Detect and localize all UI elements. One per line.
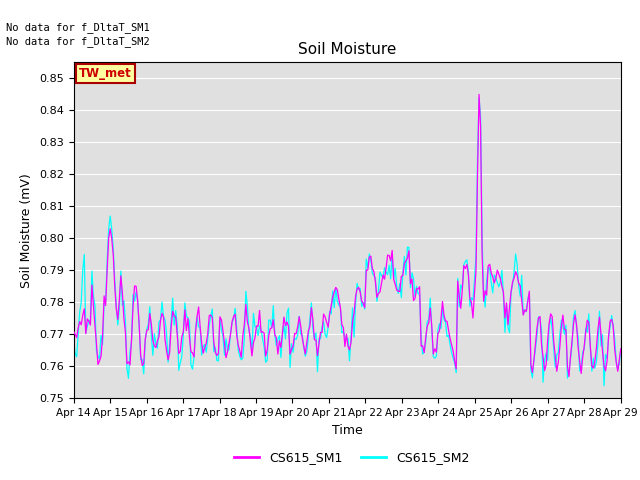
- Line: CS615_SM1: CS615_SM1: [74, 95, 621, 376]
- CS615_SM2: [260, 344, 268, 349]
- Text: TW_met: TW_met: [79, 67, 132, 81]
- CS615_SM1: [589, 365, 597, 371]
- Title: Soil Moisture: Soil Moisture: [298, 42, 396, 57]
- CS615_SM2: [588, 368, 596, 374]
- CS615_SM1: [617, 346, 625, 352]
- Text: No data for f_DltaT_SM1: No data for f_DltaT_SM1: [6, 22, 150, 33]
- CS615_SM2: [70, 338, 77, 344]
- CS615_SM1: [260, 330, 268, 336]
- CS615_SM1: [233, 332, 241, 338]
- CS615_SM1: [137, 352, 145, 358]
- CS615_SM2: [137, 357, 145, 362]
- CS615_SM2: [617, 347, 625, 352]
- CS615_SM1: [70, 328, 77, 334]
- X-axis label: Time: Time: [332, 424, 363, 437]
- CS615_SM2: [600, 383, 608, 389]
- Line: CS615_SM2: CS615_SM2: [74, 97, 621, 386]
- CS615_SM1: [476, 92, 483, 97]
- CS615_SM2: [476, 95, 483, 100]
- Y-axis label: Soil Moisture (mV): Soil Moisture (mV): [20, 173, 33, 288]
- Legend: CS615_SM1, CS615_SM2: CS615_SM1, CS615_SM2: [229, 446, 475, 469]
- CS615_SM1: [309, 317, 317, 323]
- CS615_SM1: [565, 373, 573, 379]
- CS615_SM2: [233, 325, 241, 331]
- CS615_SM1: [251, 335, 259, 340]
- Text: No data for f_DltaT_SM2: No data for f_DltaT_SM2: [6, 36, 150, 47]
- CS615_SM2: [309, 326, 317, 332]
- CS615_SM2: [251, 324, 259, 330]
